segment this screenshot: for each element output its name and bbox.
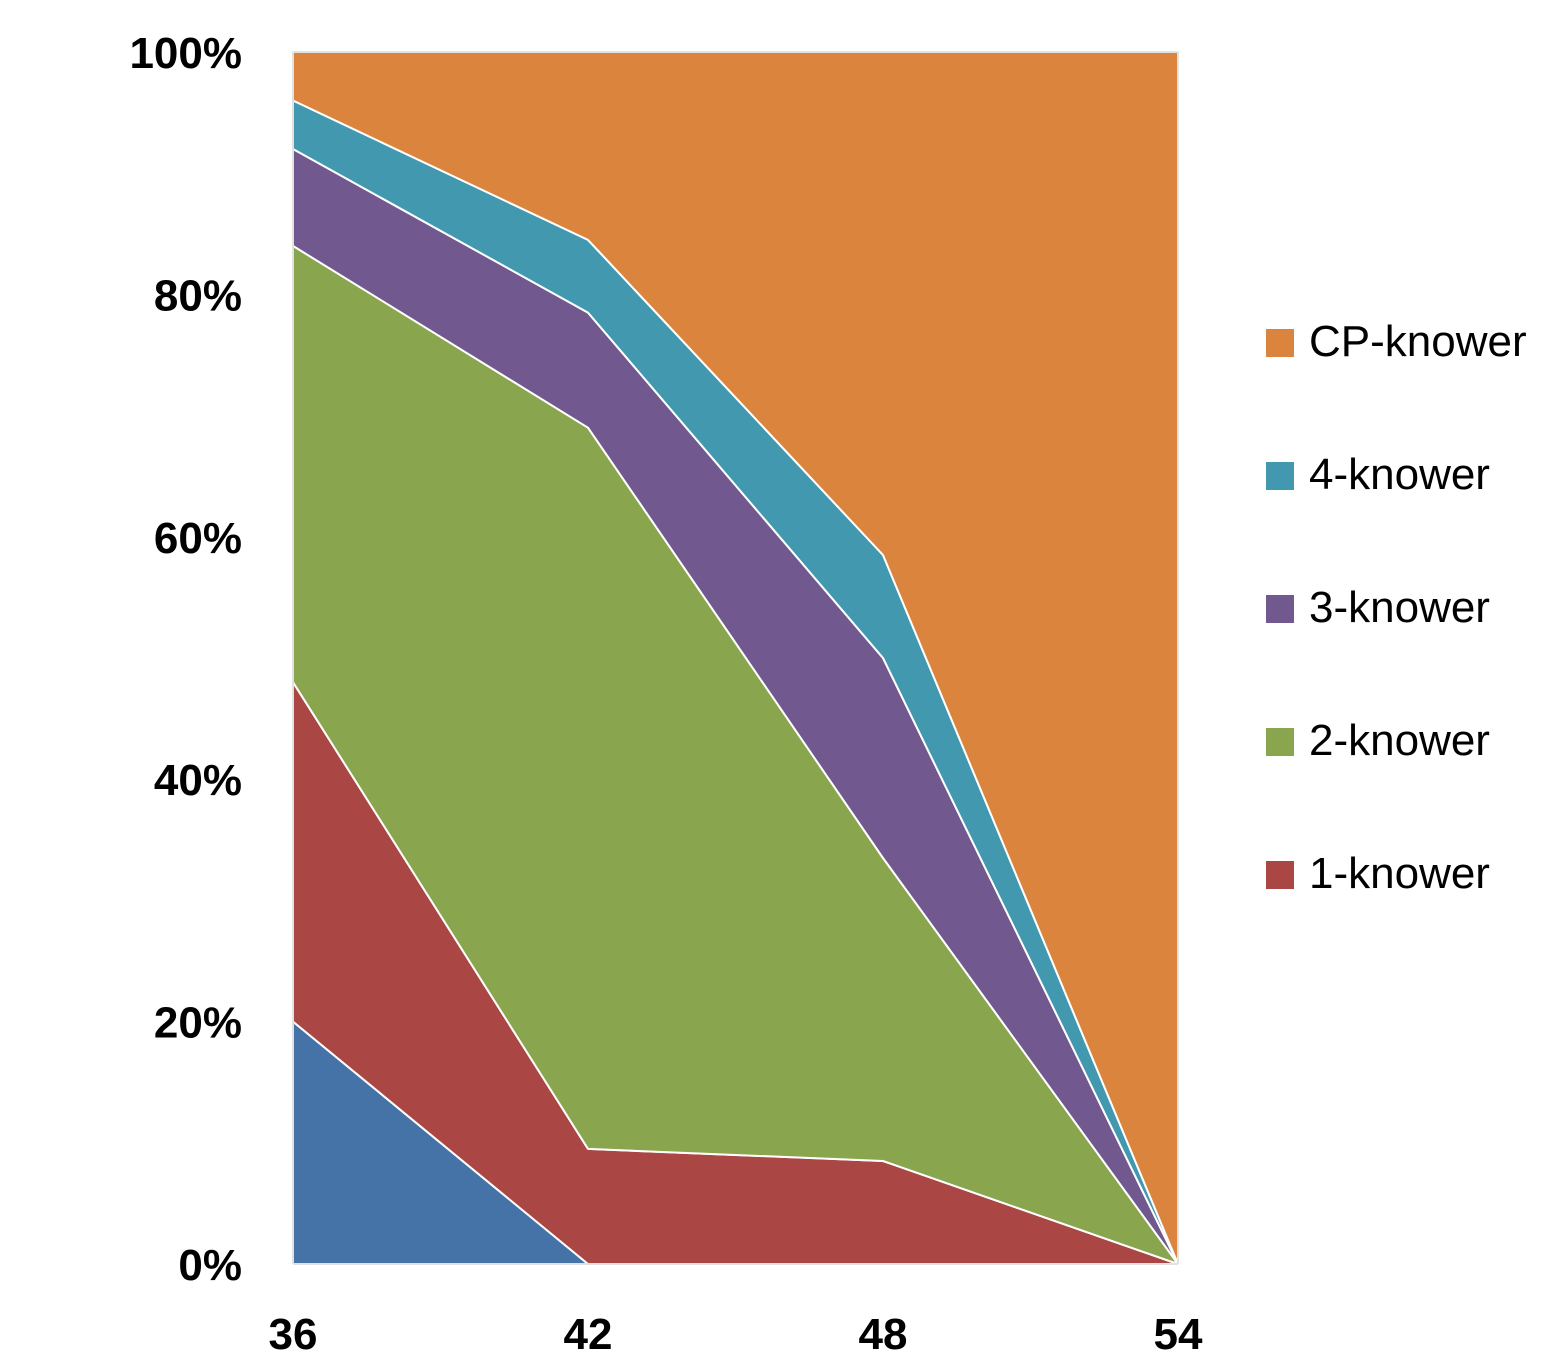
legend-label: 3-knower (1309, 583, 1490, 632)
legend-swatch (1266, 861, 1294, 889)
legend-label: 1-knower (1309, 849, 1490, 898)
legend-item-two: 2-knower (1266, 716, 1490, 765)
legend-swatch (1266, 462, 1294, 490)
y-tick-label: 80% (154, 271, 242, 320)
x-tick-label: 36 (269, 1310, 318, 1356)
x-tick-label: 42 (564, 1310, 613, 1356)
y-tick-label: 0% (178, 1241, 242, 1290)
y-axis: 0% 20% 40% 60% 80% 100% (129, 29, 242, 1290)
y-tick-label: 100% (129, 29, 242, 78)
legend-label: 4-knower (1309, 450, 1490, 499)
legend-label: CP-knower (1309, 317, 1527, 366)
x-tick-label: 48 (859, 1310, 908, 1356)
legend-swatch (1266, 329, 1294, 357)
x-axis: 36 42 48 54 (269, 1310, 1203, 1356)
y-tick-label: 20% (154, 999, 242, 1048)
plot-frame (292, 51, 1179, 1265)
y-tick-label: 60% (154, 514, 242, 563)
legend: CP-knower 4-knower 3-knower 2-knower 1-knowe… (1266, 317, 1527, 898)
x-tick-label: 54 (1154, 1310, 1203, 1356)
plot-area (292, 51, 1179, 1265)
y-tick-label: 40% (154, 756, 242, 805)
legend-label: 2-knower (1309, 716, 1490, 765)
legend-item-cp: CP-knower (1266, 317, 1527, 366)
legend-swatch (1266, 595, 1294, 623)
legend-swatch (1266, 728, 1294, 756)
legend-item-four: 4-knower (1266, 450, 1490, 499)
legend-item-one: 1-knower (1266, 849, 1490, 898)
legend-item-three: 3-knower (1266, 583, 1490, 632)
